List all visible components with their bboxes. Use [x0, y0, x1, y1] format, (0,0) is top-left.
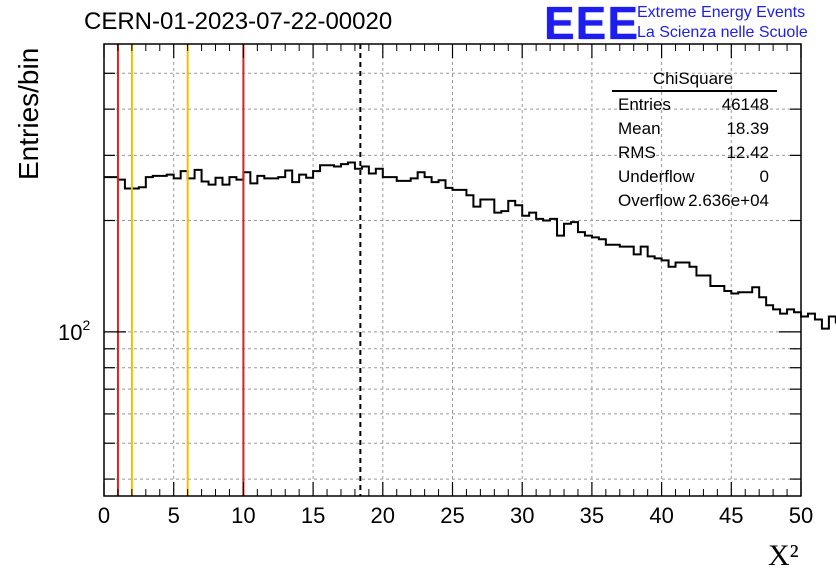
x-tick-label: 35: [580, 503, 604, 528]
x-tick-label: 20: [371, 503, 395, 528]
stats-value: 46148: [722, 95, 769, 114]
x-tick-label: 40: [649, 503, 673, 528]
x-tick-labels: 0 5 10 15 20 25 30 35 40 45 50: [98, 503, 813, 528]
chart-title: CERN-01-2023-07-22-00020: [84, 8, 393, 35]
stats-value: 2.636e+04: [688, 191, 769, 210]
x-tick-label: 50: [789, 503, 813, 528]
stats-box: ChiSquare Entries 46148 Mean 18.39 RMS 12.42 U…: [612, 69, 777, 210]
x-tick-label: 5: [168, 503, 180, 528]
reference-lines: [116, 44, 362, 496]
stats-label: Underflow: [618, 167, 695, 186]
logo-subtitle-line1: Extreme Energy Events: [637, 4, 806, 21]
stats-title: ChiSquare: [653, 69, 733, 88]
stats-value: 0: [760, 167, 769, 186]
x-axis-label: X²: [768, 539, 799, 572]
x-tick-label: 25: [440, 503, 464, 528]
x-tick-label: 0: [98, 503, 110, 528]
x-tick-label: 45: [719, 503, 743, 528]
x-tick-label: 10: [231, 503, 255, 528]
stats-value: 12.42: [726, 143, 769, 162]
histogram-series: [104, 161, 836, 330]
y-tick-label: 102: [58, 317, 90, 345]
axis-ticks: [103, 44, 802, 496]
stats-label: Mean: [618, 119, 661, 138]
eee-logo: EEE: [544, 0, 640, 49]
x-tick-label: 15: [301, 503, 325, 528]
stats-label: RMS: [618, 143, 656, 162]
logo-subtitle-line2: La Scienza nelle Scuole: [637, 24, 808, 41]
grid-lines: [104, 44, 801, 496]
stats-label: Overflow: [618, 191, 686, 210]
stats-value: 18.39: [726, 119, 769, 138]
x-tick-label: 30: [510, 503, 534, 528]
y-axis-label: Entries/bin: [13, 48, 44, 180]
y-tick-labels: 102: [58, 317, 90, 345]
stats-label: Entries: [618, 95, 671, 114]
histogram-line: [104, 161, 836, 330]
